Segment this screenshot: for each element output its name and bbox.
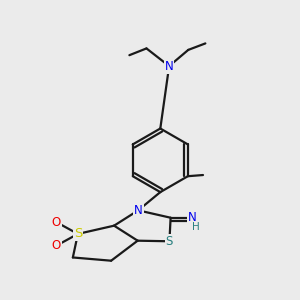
Text: S: S xyxy=(166,235,173,248)
Text: N: N xyxy=(165,60,173,73)
Text: H: H xyxy=(192,222,200,232)
Text: N: N xyxy=(188,211,197,224)
Text: S: S xyxy=(74,227,82,240)
Text: O: O xyxy=(52,216,61,229)
Text: N: N xyxy=(134,204,142,217)
Text: O: O xyxy=(52,239,61,252)
